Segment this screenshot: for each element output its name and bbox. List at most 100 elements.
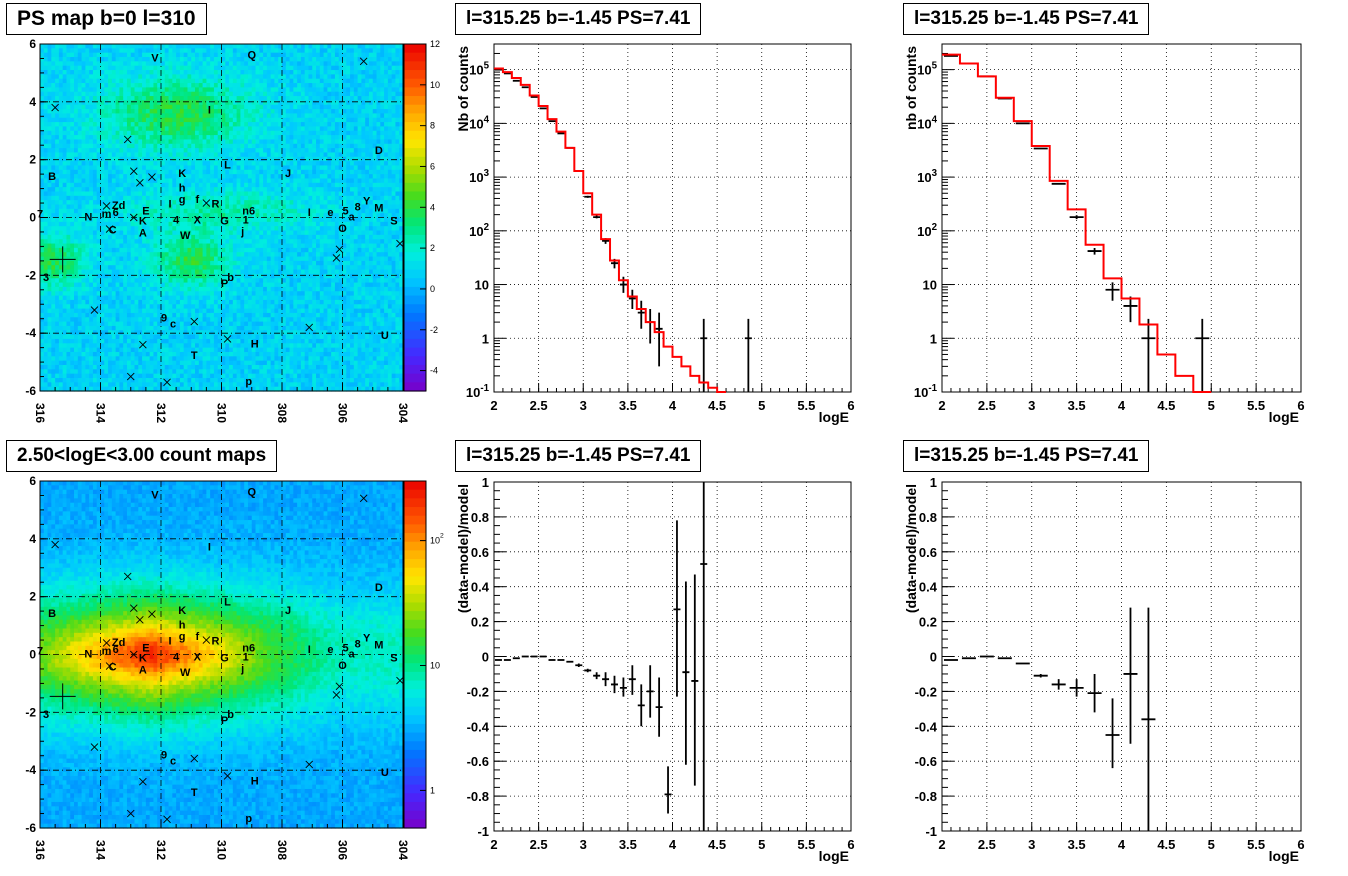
map-cell — [232, 122, 238, 128]
map-cell — [217, 230, 223, 236]
map-cell — [164, 347, 170, 353]
map-cell — [172, 174, 177, 180]
map-cell — [161, 321, 166, 327]
map-cell — [66, 252, 71, 258]
map-cell — [119, 265, 124, 271]
map-cell — [172, 347, 177, 353]
map-cell — [58, 308, 64, 314]
map-cell — [130, 247, 136, 253]
map-cell — [92, 117, 98, 123]
map-cell — [176, 265, 181, 271]
map-cell — [85, 143, 90, 149]
map-cell — [47, 100, 52, 106]
map-cell — [206, 174, 211, 180]
map-cell — [51, 239, 56, 245]
map-cell — [145, 178, 151, 184]
map-cell — [108, 252, 113, 258]
map-cell — [81, 373, 86, 379]
map-cell — [198, 364, 204, 370]
map-cell — [221, 286, 226, 292]
map-cell — [187, 239, 192, 245]
map-cell — [164, 187, 170, 193]
map-cell — [270, 356, 276, 362]
map-cell — [104, 87, 109, 93]
map-cell — [55, 330, 60, 336]
map-cell — [149, 230, 155, 236]
map-cell — [58, 369, 64, 375]
map-cell — [191, 269, 196, 275]
map-cell — [153, 317, 158, 323]
map-cell — [119, 83, 124, 88]
map-cell — [134, 100, 139, 106]
map-cell — [115, 174, 121, 180]
map-cell — [172, 278, 177, 284]
map-cell — [92, 334, 98, 340]
map-cell — [40, 334, 45, 340]
map-cell — [270, 360, 276, 366]
map-cell — [195, 330, 200, 336]
map-cell — [66, 382, 71, 388]
map-cell — [195, 252, 200, 258]
map-cell — [58, 299, 64, 305]
map-cell — [149, 70, 155, 75]
map-cell — [145, 386, 151, 392]
map-cell — [85, 347, 90, 353]
map-cell — [191, 48, 196, 54]
map-cell — [81, 152, 86, 158]
map-cell — [126, 265, 132, 271]
map-cell — [81, 334, 86, 340]
map-cell — [191, 377, 196, 383]
map-cell — [119, 269, 124, 275]
map-cell — [244, 252, 249, 258]
map-cell — [221, 325, 226, 331]
map-cell — [217, 338, 223, 344]
map-cell — [210, 182, 215, 188]
map-cell — [187, 291, 192, 297]
map-cell — [77, 347, 83, 353]
map-cell — [266, 48, 272, 54]
map-cell — [149, 221, 155, 227]
map-cell — [247, 148, 253, 154]
map-cell — [153, 373, 158, 379]
map-cell — [43, 182, 49, 188]
map-cell — [123, 48, 128, 54]
map-cell — [240, 191, 245, 197]
map-cell — [81, 343, 86, 349]
map-cell — [123, 148, 128, 154]
map-cell — [240, 48, 245, 54]
map-cell — [108, 295, 113, 301]
map-cell — [62, 334, 68, 340]
map-cell — [172, 109, 177, 114]
map-cell — [202, 295, 207, 301]
map-cell — [43, 299, 49, 305]
map-cell — [225, 217, 230, 223]
map-cell — [206, 382, 211, 388]
map-cell — [244, 204, 249, 210]
map-cell — [51, 83, 56, 88]
map-cell — [232, 252, 238, 258]
map-cell — [134, 239, 139, 245]
map-cell — [191, 143, 196, 149]
map-cell — [274, 96, 279, 101]
map-cell — [77, 182, 83, 188]
map-cell — [149, 234, 155, 240]
map-cell — [191, 187, 196, 193]
map-cell — [176, 139, 181, 145]
map-cell — [206, 96, 211, 101]
map-cell — [198, 252, 204, 258]
map-cell — [43, 260, 49, 266]
map-cell — [81, 48, 86, 54]
map-cell — [176, 126, 181, 132]
map-cell — [187, 273, 192, 279]
map-cell — [240, 364, 245, 370]
map-cell — [168, 208, 173, 214]
map-cell — [77, 135, 83, 141]
map-cell — [138, 161, 143, 167]
map-cell — [236, 187, 242, 193]
map-cell — [198, 213, 204, 219]
map-cell — [172, 143, 177, 149]
map-cell — [259, 330, 264, 336]
map-cell — [111, 321, 117, 327]
map-cell — [225, 74, 230, 80]
map-cell — [40, 321, 45, 327]
